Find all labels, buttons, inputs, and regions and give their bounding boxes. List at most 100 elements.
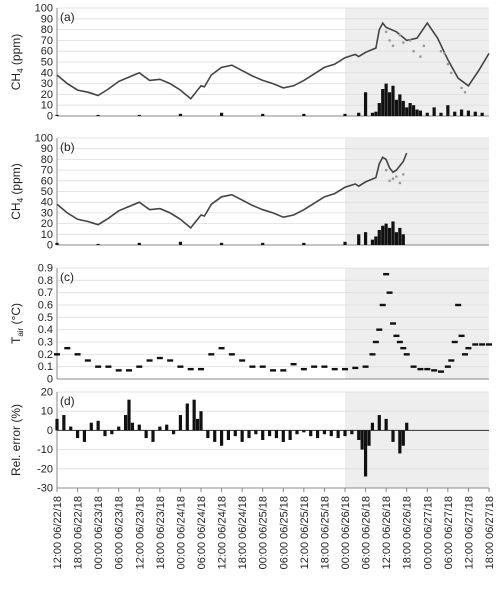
bar (281, 430, 285, 442)
bar (329, 430, 333, 437)
bar (398, 430, 402, 454)
bar (425, 112, 429, 116)
bar (195, 418, 200, 431)
bar (360, 430, 364, 450)
bar (401, 100, 405, 116)
data-point (462, 353, 468, 356)
data-point (249, 365, 256, 368)
bar (127, 399, 131, 431)
y-tick-label: 10 (41, 229, 53, 241)
bar (384, 223, 388, 245)
data-point (369, 353, 376, 356)
bar (261, 430, 265, 440)
bar (411, 105, 416, 116)
data-point (458, 334, 465, 338)
bar (123, 415, 128, 431)
bar (96, 243, 100, 245)
data-point (408, 39, 412, 42)
bar (439, 112, 443, 116)
x-tick-label: 12:00 06/27/18 (463, 496, 475, 569)
data-point (451, 340, 458, 344)
data-point (300, 367, 307, 371)
data-point (177, 365, 184, 368)
data-point (376, 328, 383, 331)
y-tick-label: -10 (37, 444, 53, 456)
bar (165, 424, 169, 431)
bar (374, 236, 378, 245)
bar (480, 112, 484, 116)
data-point (444, 365, 451, 368)
bar (185, 403, 189, 431)
bar (405, 107, 409, 116)
y-tick-label: 0.6 (38, 300, 53, 312)
data-point (64, 346, 71, 350)
bar (254, 430, 258, 435)
data-point (455, 303, 462, 307)
data-point (290, 363, 297, 366)
x-tick-label: 06:00 06/26/18 (361, 496, 373, 569)
data-point (412, 49, 415, 53)
data-point (208, 353, 215, 356)
bar (144, 430, 148, 439)
y-tick-label: 20 (41, 218, 53, 230)
data-point (400, 346, 407, 350)
bar (178, 415, 183, 431)
y-tick-label: 50 (41, 57, 53, 69)
data-point (417, 367, 424, 371)
bar (381, 225, 385, 245)
bar (387, 92, 392, 116)
bar (401, 430, 405, 446)
y-tick-label: 80 (41, 24, 53, 36)
bar (401, 234, 405, 245)
bar (391, 221, 395, 245)
bar (377, 230, 381, 245)
bar (274, 430, 279, 439)
bar (322, 430, 327, 435)
data-point (386, 291, 393, 294)
data-point (331, 367, 338, 371)
bar (394, 99, 399, 116)
y-tick-label: 60 (41, 175, 53, 187)
data-point (422, 44, 426, 48)
data-point (126, 369, 132, 372)
x-tick-label: 06:00 06/25/18 (278, 496, 290, 569)
data-point (311, 365, 318, 368)
y-tick-label: -20 (37, 463, 53, 475)
bar (89, 422, 93, 431)
bar (158, 426, 162, 431)
bar (233, 430, 237, 437)
bar (336, 430, 340, 439)
bar (343, 241, 347, 245)
data-point (187, 367, 194, 371)
data-point (391, 44, 395, 48)
y-tick-label: 0.2 (38, 349, 53, 361)
data-point (105, 365, 112, 368)
bar (415, 109, 419, 116)
bar (343, 113, 347, 116)
bar (219, 242, 224, 245)
panel-label: (c) (60, 270, 74, 284)
x-tick-label: 18:00 06/25/18 (319, 496, 331, 569)
bar (315, 430, 320, 439)
bar (178, 241, 183, 245)
bar (343, 430, 347, 437)
data-point (463, 90, 467, 94)
y-tick-label: 70 (41, 165, 53, 177)
data-point (465, 346, 472, 350)
y-tick-label: 50 (41, 186, 53, 198)
y-tick-label: 10 (41, 100, 53, 112)
y-tick-label: 100 (35, 3, 53, 15)
data-point (136, 365, 143, 368)
bar (55, 114, 59, 116)
panel-label: (a) (60, 10, 75, 24)
bar (69, 426, 73, 431)
bar (137, 114, 141, 116)
data-point (383, 272, 390, 276)
bar (178, 113, 183, 116)
x-tick-label: 00:00 06/23/18 (93, 496, 105, 569)
bar (398, 227, 402, 245)
x-tick-label: 06:00 06/23/18 (114, 496, 126, 569)
